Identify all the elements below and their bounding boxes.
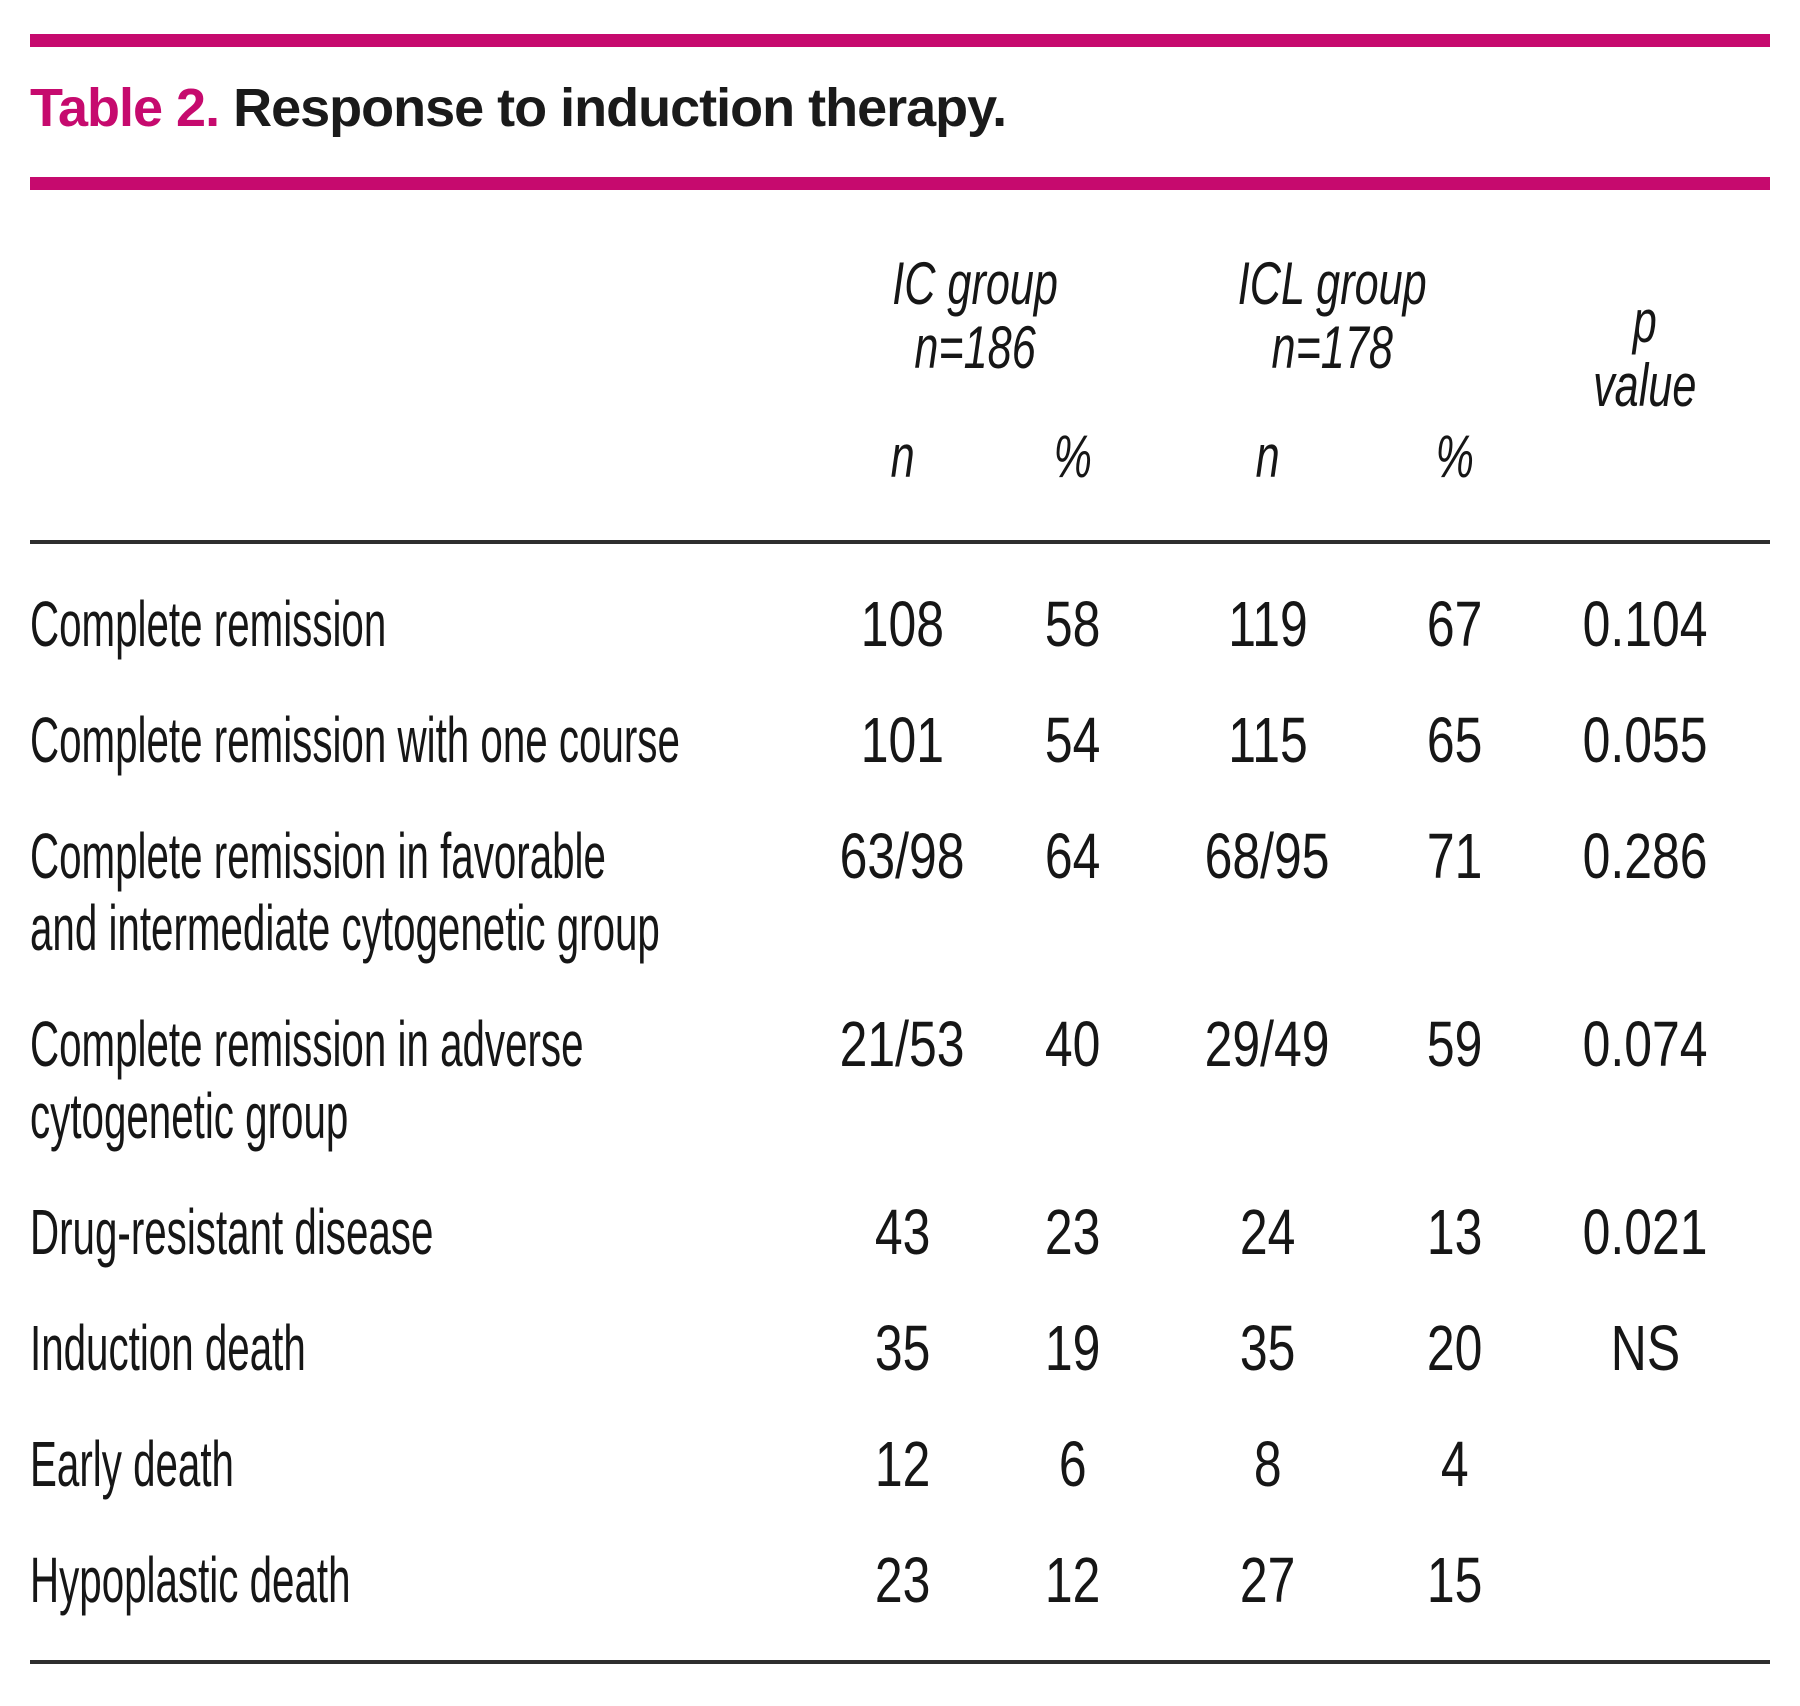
ic-pct-subheader: % bbox=[1053, 423, 1092, 490]
ic-pct-cell: 23 bbox=[1044, 1196, 1101, 1268]
table-row: Induction death 35 19 35 20 NS bbox=[30, 1268, 1770, 1384]
p-header-line1: p bbox=[1633, 288, 1658, 355]
table-title: Table 2. Response to induction therapy. bbox=[30, 77, 1770, 139]
row-label: Early death bbox=[30, 1428, 234, 1500]
icl-n-cell: 68/95 bbox=[1205, 820, 1330, 892]
icl-pct-cell: 4 bbox=[1441, 1428, 1469, 1500]
icl-pct-cell: 13 bbox=[1427, 1196, 1483, 1268]
ic-pct-cell: 19 bbox=[1044, 1312, 1101, 1384]
ic-n-cell: 21/53 bbox=[840, 1008, 965, 1080]
ic-n-cell: 35 bbox=[874, 1312, 931, 1384]
icl-pct-subheader: % bbox=[1435, 423, 1475, 490]
row-label: Induction death bbox=[30, 1312, 306, 1384]
ic-n-cell: 63/98 bbox=[840, 820, 965, 892]
table-row: Complete remission in favorable and inter… bbox=[30, 776, 1770, 964]
row-label: Hypoplastic death bbox=[30, 1500, 805, 1664]
icl-n-cell: 35 bbox=[1239, 1312, 1296, 1384]
table-row: Complete remission in adverse cytogenetic… bbox=[30, 964, 1770, 1152]
ic-pct-cell: 40 bbox=[1044, 1008, 1101, 1080]
icl-group-size: n=178 bbox=[1271, 314, 1394, 381]
icl-n-cell: 119 bbox=[1145, 540, 1391, 660]
table-row: Complete remission with one course 101 5… bbox=[30, 660, 1770, 776]
ic-group-header: IC group n=186 bbox=[805, 190, 1145, 381]
row-label: Drug-resistant disease bbox=[30, 1196, 434, 1268]
p-value-cell: 0.286 bbox=[1582, 820, 1708, 892]
ic-n-cell: 101 bbox=[860, 704, 945, 776]
accent-rule-top bbox=[30, 34, 1770, 47]
ic-group-name: IC group bbox=[892, 250, 1058, 317]
label-column-header bbox=[30, 190, 805, 542]
ic-n-cell: 12 bbox=[874, 1428, 931, 1500]
icl-pct-cell: 71 bbox=[1427, 820, 1483, 892]
p-value-cell: 0.104 bbox=[1520, 540, 1771, 660]
p-header-line2: value bbox=[1593, 352, 1697, 419]
ic-pct-cell: 12 bbox=[1000, 1500, 1146, 1664]
icl-pct-cell: 15 bbox=[1390, 1500, 1521, 1664]
icl-pct-cell: 20 bbox=[1427, 1312, 1483, 1384]
p-value-header: p value bbox=[1520, 190, 1770, 542]
p-value-cell: 0.021 bbox=[1582, 1196, 1708, 1268]
table-title-text: Response to induction therapy. bbox=[233, 78, 1007, 138]
ic-n-cell: 108 bbox=[805, 540, 1000, 660]
table-row: Drug-resistant disease 43 23 24 13 0.021 bbox=[30, 1152, 1770, 1268]
ic-pct-cell: 64 bbox=[1044, 820, 1101, 892]
p-value-cell bbox=[1520, 1384, 1770, 1500]
ic-pct-cell: 58 bbox=[1000, 540, 1146, 660]
ic-group-size: n=186 bbox=[914, 314, 1036, 381]
table-row: Hypoplastic death 23 12 27 15 bbox=[30, 1500, 1771, 1664]
icl-n-cell: 24 bbox=[1239, 1196, 1296, 1268]
table-number-label: Table 2. bbox=[30, 78, 220, 138]
row-label: Complete remission bbox=[30, 540, 805, 660]
icl-n-cell: 29/49 bbox=[1205, 1008, 1330, 1080]
accent-rule-under-title bbox=[30, 177, 1770, 190]
row-label: Complete remission in favorable and inter… bbox=[30, 820, 660, 964]
table-body: Complete remission 108 58 119 67 0.104 C… bbox=[30, 540, 1771, 1664]
response-table: IC group n=186 ICL group n=178 p v bbox=[30, 190, 1771, 1664]
p-value-cell: NS bbox=[1610, 1312, 1680, 1384]
p-value-cell: 0.074 bbox=[1582, 1008, 1708, 1080]
icl-n-subheader: n bbox=[1255, 423, 1280, 490]
row-label: Complete remission in adverse cytogenetic… bbox=[30, 1008, 584, 1152]
ic-pct-cell: 6 bbox=[1058, 1428, 1087, 1500]
icl-pct-cell: 67 bbox=[1390, 540, 1521, 660]
icl-n-cell: 8 bbox=[1253, 1428, 1282, 1500]
icl-n-cell: 115 bbox=[1227, 704, 1308, 776]
ic-pct-cell: 54 bbox=[1044, 704, 1101, 776]
ic-n-cell: 43 bbox=[874, 1196, 931, 1268]
icl-group-name: ICL group bbox=[1238, 250, 1427, 317]
table-row: Early death 12 6 8 4 bbox=[30, 1384, 1770, 1500]
table-row: Complete remission 108 58 119 67 0.104 bbox=[30, 540, 1771, 660]
p-value-cell: 0.055 bbox=[1582, 704, 1708, 776]
row-label: Complete remission with one course bbox=[30, 704, 680, 776]
ic-n-cell: 23 bbox=[805, 1500, 1000, 1664]
icl-group-header: ICL group n=178 bbox=[1145, 190, 1520, 381]
ic-n-subheader: n bbox=[890, 423, 915, 490]
p-value-cell bbox=[1520, 1500, 1771, 1664]
icl-n-cell: 27 bbox=[1145, 1500, 1391, 1664]
table-header: IC group n=186 ICL group n=178 p v bbox=[30, 190, 1770, 542]
icl-pct-cell: 65 bbox=[1427, 704, 1483, 776]
icl-pct-cell: 59 bbox=[1427, 1008, 1483, 1080]
